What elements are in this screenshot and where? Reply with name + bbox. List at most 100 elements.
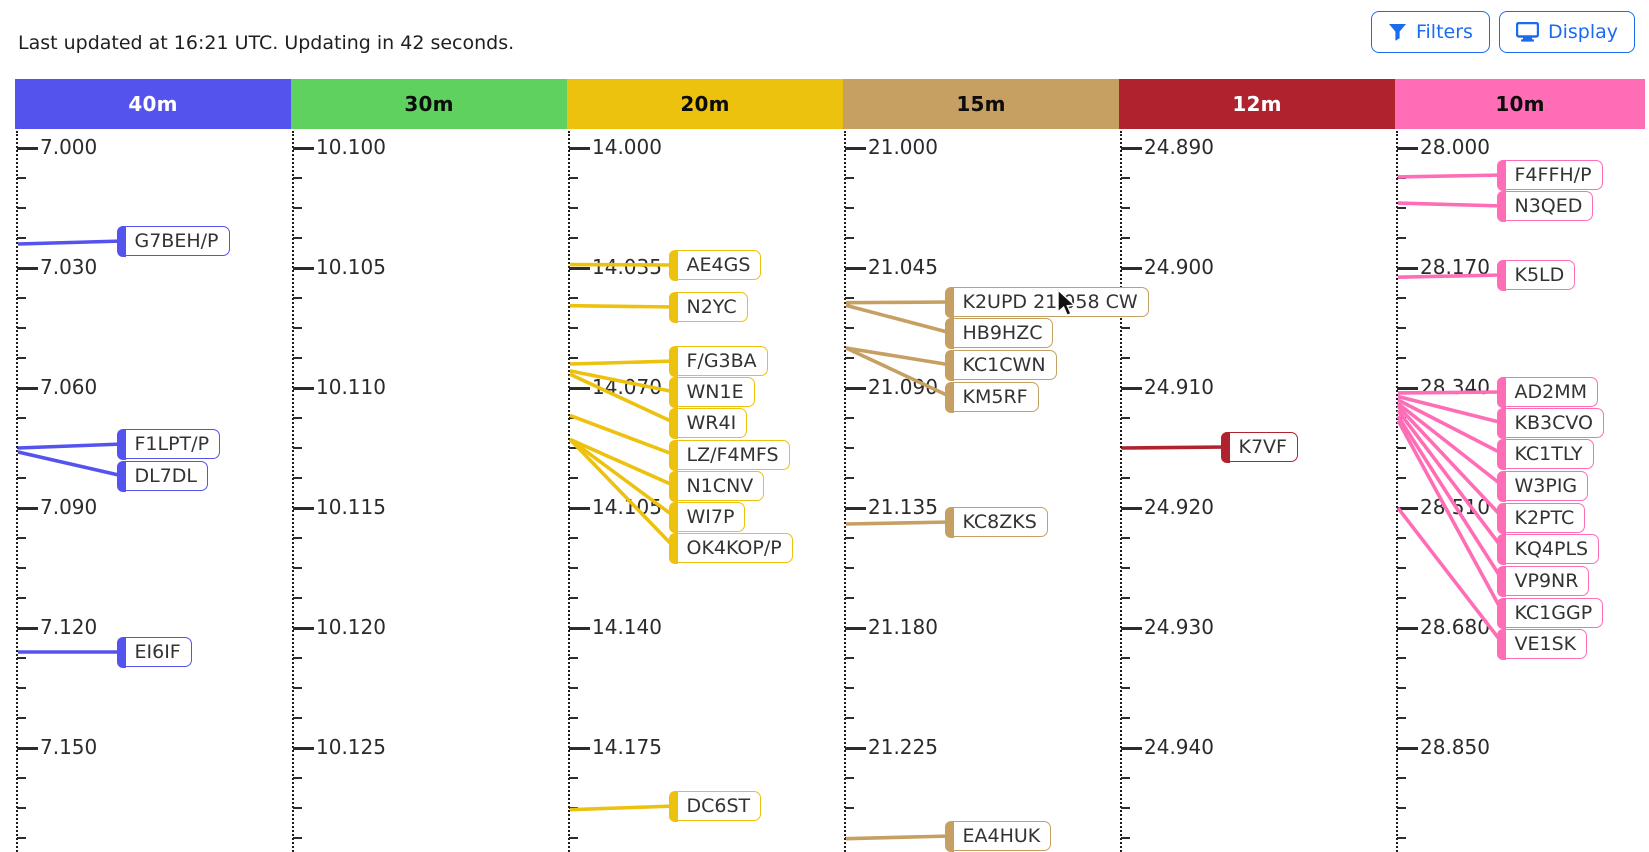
spot-accent-bar [668, 470, 678, 502]
spot-k2ptc[interactable]: K2PTC [1496, 502, 1586, 534]
minor-tick [1397, 657, 1406, 659]
spot-w3pig[interactable]: W3PIG [1496, 470, 1589, 502]
spot-callsign: KC1TLY [1514, 443, 1583, 465]
spot-callsign: WR4I [686, 412, 737, 434]
tick-label: 7.060 [40, 375, 98, 400]
display-monitor-icon [1515, 22, 1539, 42]
spot-ei6if[interactable]: EI6IF [116, 636, 192, 668]
major-tick [1121, 627, 1142, 630]
spot-callsign: K2PTC [1514, 507, 1575, 529]
spot-callsign: KM5RF [962, 386, 1028, 408]
spot-kc1cwn[interactable]: KC1CWN [944, 349, 1057, 381]
spot-wr4i[interactable]: WR4I [668, 407, 748, 439]
spot-kc1ggp[interactable]: KC1GGP [1496, 597, 1604, 629]
tick-label: 10.105 [316, 255, 386, 280]
tick-label: 14.175 [592, 735, 662, 760]
spot-accent-bar [668, 345, 678, 377]
spot-ad2mm[interactable]: AD2MM [1496, 376, 1599, 408]
spot-kc1tly[interactable]: KC1TLY [1496, 438, 1594, 470]
minor-tick [1397, 417, 1406, 419]
spot-hb9hzc[interactable]: HB9HZC [944, 317, 1054, 349]
spot-accent-bar [944, 317, 954, 349]
tick-label: 10.115 [316, 495, 386, 520]
frequency-axis [16, 131, 18, 852]
spot-accent-bar [1496, 438, 1506, 470]
spot-dc6st[interactable]: DC6ST [668, 790, 762, 822]
minor-tick [845, 417, 854, 419]
spot-wn1e[interactable]: WN1E [668, 376, 755, 408]
filters-button-label: Filters [1415, 21, 1473, 43]
minor-tick [293, 657, 302, 659]
major-tick [1121, 147, 1142, 150]
major-tick [1397, 627, 1418, 630]
spot-accent-bar [944, 506, 954, 538]
spot-accent-bar [116, 460, 126, 492]
spot-ok4kop-p[interactable]: OK4KOP/P [668, 532, 793, 564]
spot-ea4huk[interactable]: EA4HUK [944, 820, 1052, 852]
spot-accent-bar [944, 286, 954, 318]
major-tick [17, 627, 38, 630]
tick-label: 24.910 [1144, 375, 1214, 400]
spot-wi7p[interactable]: WI7P [668, 501, 746, 533]
spot-accent-bar [1496, 159, 1506, 191]
spot-k2upd[interactable]: K2UPD 21.058 CW [944, 286, 1149, 318]
display-button[interactable]: Display [1498, 11, 1635, 53]
spot-k5ld[interactable]: K5LD [1496, 259, 1576, 291]
spot-ae4gs[interactable]: AE4GS [668, 249, 762, 281]
tick-label: 21.135 [868, 495, 938, 520]
spot-f4ffh-p[interactable]: F4FFH/P [1496, 159, 1603, 191]
minor-tick [1397, 807, 1406, 809]
spot-g7beh-p[interactable]: G7BEH/P [116, 225, 230, 257]
major-tick [1121, 387, 1142, 390]
spot-accent-bar [1496, 470, 1506, 502]
spot-k7vf[interactable]: K7VF [1220, 431, 1298, 463]
tick-label: 7.090 [40, 495, 98, 520]
spot-f-g3ba[interactable]: F/G3BA [668, 345, 768, 377]
filters-button[interactable]: Filters [1370, 11, 1490, 53]
minor-tick [1121, 777, 1130, 779]
minor-tick [1121, 237, 1130, 239]
minor-tick [569, 177, 578, 179]
spot-n1cnv[interactable]: N1CNV [668, 470, 765, 502]
spot-callsign: KC1CWN [962, 354, 1046, 376]
spot-accent-bar [1220, 431, 1230, 463]
spot-n2yc[interactable]: N2YC [668, 291, 748, 323]
spot-kb3cvo[interactable]: KB3CVO [1496, 407, 1604, 439]
minor-tick [1121, 327, 1130, 329]
minor-tick [1397, 297, 1406, 299]
spot-n3qed[interactable]: N3QED [1496, 190, 1594, 222]
spot-vp9nr[interactable]: VP9NR [1496, 565, 1590, 597]
minor-tick [845, 837, 854, 839]
minor-tick [569, 837, 578, 839]
tick-label: 24.940 [1144, 735, 1214, 760]
spot-callsign: F/G3BA [686, 350, 757, 372]
minor-tick [845, 567, 854, 569]
spot-callsign: N3QED [1514, 195, 1583, 217]
minor-tick [569, 807, 578, 809]
major-tick [17, 267, 38, 270]
minor-tick [1121, 687, 1130, 689]
spot-ve1sk[interactable]: VE1SK [1496, 628, 1588, 660]
major-tick [845, 627, 866, 630]
spot-accent-bar [1496, 628, 1506, 660]
minor-tick [569, 357, 578, 359]
spot-km5rf[interactable]: KM5RF [944, 381, 1039, 413]
minor-tick [17, 837, 26, 839]
spot-dl7dl[interactable]: DL7DL [116, 460, 209, 492]
minor-tick [17, 597, 26, 599]
band-header-15m: 15m [843, 79, 1119, 129]
major-tick [293, 387, 314, 390]
spot-accent-bar [668, 439, 678, 471]
spot-kc8zks[interactable]: KC8ZKS [944, 506, 1048, 538]
minor-tick [17, 477, 26, 479]
spot-f1lpt-p[interactable]: F1LPT/P [116, 428, 221, 460]
tick-label: 10.125 [316, 735, 386, 760]
status-text: Last updated at 16:21 UTC. Updating in 4… [18, 32, 515, 54]
minor-tick [1121, 567, 1130, 569]
spot-lz-f4mfs[interactable]: LZ/F4MFS [668, 439, 790, 471]
minor-tick [1397, 597, 1406, 599]
spot-callsign: KQ4PLS [1514, 538, 1589, 560]
band-header-12m: 12m [1119, 79, 1395, 129]
spot-kq4pls[interactable]: KQ4PLS [1496, 533, 1600, 565]
major-tick [569, 747, 590, 750]
